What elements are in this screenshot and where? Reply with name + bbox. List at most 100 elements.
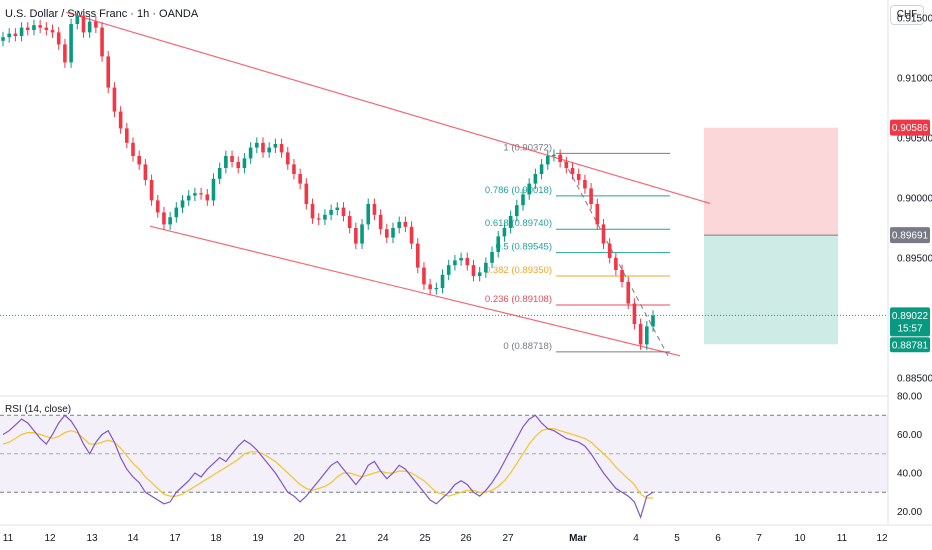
- candle-body: [50, 30, 55, 33]
- time-tick-label: 19: [252, 533, 264, 544]
- candle-body: [94, 21, 98, 28]
- stop-price-badge-bg: [890, 337, 930, 353]
- candle-body: [199, 193, 203, 195]
- countdown-label: 15:57: [897, 323, 922, 334]
- last-price-badge: 0.89022: [892, 311, 929, 322]
- candle-body: [397, 222, 401, 228]
- candle-body: [44, 27, 49, 30]
- candle-body: [347, 216, 352, 228]
- time-tick-label: 17: [169, 533, 181, 544]
- candle-body: [533, 174, 538, 184]
- candle-body: [583, 180, 587, 189]
- candle-body: [292, 164, 296, 174]
- candle-body: [236, 162, 241, 168]
- candle-body: [651, 315, 655, 327]
- candle-body: [422, 267, 426, 285]
- candle-body: [391, 228, 395, 238]
- candle-body: [477, 272, 482, 276]
- candle-body: [552, 154, 556, 156]
- fib-level-label: 0.618 (0.89740): [485, 218, 552, 229]
- candle-body: [155, 200, 160, 213]
- candle-body: [106, 56, 111, 88]
- candle-body: [490, 252, 494, 263]
- rsi-line: [2, 414, 654, 520]
- entry-price-badge-bg: [890, 227, 930, 244]
- candle-body: [632, 303, 637, 324]
- candle-body: [298, 174, 302, 184]
- position-risk-zone: [704, 127, 838, 236]
- candle-body: [205, 194, 210, 201]
- price-tick-label: 0.90000: [897, 194, 932, 205]
- candle-body: [211, 178, 216, 201]
- time-tick-label: 14: [127, 533, 139, 544]
- time-tick-label: 10: [794, 533, 806, 544]
- candle-body: [403, 222, 408, 227]
- chart-title: U.S. Dollar / Swiss Franc · 1h · OANDA: [5, 8, 199, 20]
- candle-body: [32, 25, 36, 30]
- time-tick-label: 6: [715, 533, 721, 544]
- channel-upper-line: [65, 11, 711, 204]
- candle-body: [19, 27, 24, 36]
- candle-body: [409, 226, 414, 244]
- candle-body: [13, 33, 18, 36]
- candle-body: [378, 214, 383, 230]
- candle-body: [180, 200, 185, 208]
- price-tick-label: 0.91500: [897, 14, 932, 25]
- candle-body: [267, 147, 271, 153]
- candle-body: [341, 207, 346, 216]
- candle-body: [484, 262, 488, 273]
- rsi-tick-label: 80.00: [897, 392, 922, 403]
- candle-body: [354, 228, 358, 244]
- candle-body: [626, 282, 631, 304]
- rsi-title: RSI (14, close): [5, 404, 71, 415]
- price-tick-label: 0.90500: [897, 134, 932, 145]
- candle-body: [81, 15, 86, 33]
- price-tick-label: 0.89500: [897, 254, 932, 265]
- candle-body: [645, 326, 649, 345]
- candle-body: [385, 229, 389, 238]
- time-tick-label: 11: [837, 533, 848, 544]
- candle-body: [162, 212, 166, 225]
- candle-body: [465, 258, 470, 266]
- candle-body: [7, 33, 11, 38]
- candle-body: [459, 258, 463, 261]
- time-tick-label: 18: [210, 533, 222, 544]
- candle-body: [570, 168, 575, 174]
- tp-price-badge-bg: [890, 119, 930, 136]
- candle-body: [217, 168, 222, 179]
- candle-body: [193, 193, 197, 196]
- candle-body: [1, 37, 5, 41]
- price-tick-label: 0.91000: [897, 74, 932, 85]
- time-tick-label: 7: [756, 533, 762, 544]
- candle-body: [545, 156, 550, 165]
- rsi-tick-label: 60.00: [897, 430, 922, 441]
- candle-body: [415, 243, 420, 268]
- fib-level-label: 0.786 (0.90018): [485, 185, 552, 196]
- candle-body: [149, 180, 154, 201]
- fib-level-label: 0.236 (0.89108): [485, 294, 552, 305]
- candle-body: [255, 142, 259, 148]
- candle-body: [168, 217, 172, 225]
- candle-body: [446, 265, 451, 275]
- candle-body: [502, 228, 507, 237]
- candle-body: [137, 156, 141, 165]
- rsi-tick-label: 40.00: [897, 469, 922, 480]
- candle-body: [601, 224, 606, 244]
- candle-body: [316, 218, 321, 220]
- stop-price-badge: 0.88781: [892, 340, 929, 351]
- candle-body: [360, 224, 364, 244]
- candle-body: [428, 284, 432, 290]
- candle-body: [564, 162, 569, 168]
- currency-selector[interactable]: CHF: [890, 5, 924, 25]
- candle-body: [589, 188, 593, 204]
- last-price-badge-bg: [890, 307, 930, 337]
- candle-body: [118, 111, 123, 129]
- candle-body: [285, 152, 290, 165]
- candle-body: [310, 204, 315, 219]
- candle-body: [304, 183, 309, 204]
- fib-level-label: 0.382 (0.89350): [485, 265, 552, 276]
- time-tick-label: 27: [502, 533, 514, 544]
- candle-body: [87, 21, 92, 33]
- time-tick-label: Mar: [569, 533, 587, 544]
